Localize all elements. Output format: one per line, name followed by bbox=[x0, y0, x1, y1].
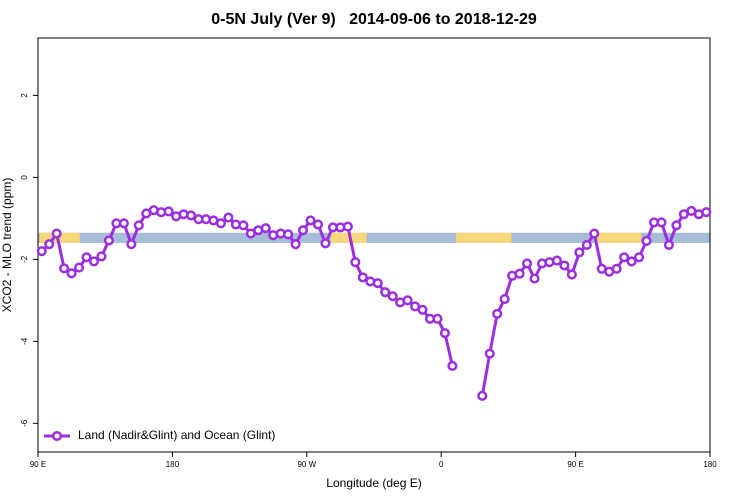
y-tick-label: -2 bbox=[20, 255, 29, 263]
data-point bbox=[118, 218, 129, 229]
data-point bbox=[163, 206, 174, 217]
data-point bbox=[103, 235, 114, 246]
data-point bbox=[305, 215, 316, 226]
data-point bbox=[387, 291, 398, 302]
x-tick-label: 0 bbox=[439, 460, 444, 469]
data-point bbox=[96, 251, 107, 262]
data-point bbox=[477, 390, 488, 401]
data-point bbox=[290, 239, 301, 250]
data-point bbox=[36, 246, 47, 257]
data-point bbox=[574, 247, 585, 258]
data-point bbox=[51, 228, 62, 239]
data-point bbox=[492, 308, 503, 319]
data-point bbox=[701, 207, 712, 218]
band bbox=[38, 232, 710, 243]
data-point bbox=[66, 268, 77, 279]
data-point bbox=[126, 239, 137, 250]
data-point bbox=[447, 360, 458, 371]
data-point bbox=[671, 220, 682, 231]
x-tick-label: 90 E bbox=[30, 460, 46, 469]
data-point bbox=[589, 228, 600, 239]
data-point bbox=[626, 256, 637, 267]
data-point bbox=[74, 262, 85, 273]
data-point bbox=[59, 263, 70, 274]
data-point bbox=[260, 223, 271, 234]
x-tick-label: 90 W bbox=[297, 460, 316, 469]
chart-title: 0-5N July (Ver 9) 2014-09-06 to 2018-12-… bbox=[211, 11, 537, 28]
data-point bbox=[641, 235, 652, 246]
land-band bbox=[330, 232, 367, 243]
y-tick-label: 2 bbox=[20, 93, 29, 98]
data-point bbox=[566, 269, 577, 280]
data-point bbox=[656, 217, 667, 228]
land-band bbox=[596, 232, 642, 243]
data-point bbox=[81, 252, 92, 263]
data-point bbox=[439, 328, 450, 339]
data-point bbox=[186, 210, 197, 221]
data-point bbox=[432, 313, 443, 324]
data-point bbox=[215, 218, 226, 229]
legend-label: Land (Nadir&Glint) and Ocean (Glint) bbox=[78, 428, 275, 442]
data-point bbox=[320, 238, 331, 249]
data-point bbox=[357, 272, 368, 283]
data-point bbox=[380, 287, 391, 298]
data-point bbox=[611, 263, 622, 274]
land-band bbox=[39, 232, 80, 243]
y-tick-label: -6 bbox=[20, 419, 29, 427]
data-point bbox=[283, 229, 294, 240]
land-band bbox=[456, 232, 512, 243]
data-point bbox=[484, 348, 495, 359]
data-point bbox=[402, 295, 413, 306]
data-point bbox=[559, 260, 570, 271]
data-point bbox=[634, 252, 645, 263]
data-point bbox=[223, 212, 234, 223]
data-point bbox=[514, 268, 525, 279]
data-point bbox=[350, 257, 361, 268]
data-point bbox=[44, 239, 55, 250]
data-point bbox=[298, 225, 309, 236]
data-point bbox=[581, 239, 592, 251]
data-point bbox=[619, 252, 630, 263]
data-point bbox=[499, 294, 510, 305]
y-tick-label: 0 bbox=[20, 175, 29, 180]
data-point bbox=[663, 239, 674, 251]
x-tick-label: 180 bbox=[703, 460, 717, 469]
data-point bbox=[551, 255, 562, 266]
data-point bbox=[88, 256, 100, 267]
plot-frame bbox=[37, 37, 711, 453]
data-point bbox=[238, 220, 249, 231]
x-tick-label: 180 bbox=[166, 460, 180, 469]
data-point bbox=[372, 278, 383, 289]
y-tick-label: -4 bbox=[20, 337, 29, 345]
data-point bbox=[417, 304, 428, 315]
data-point bbox=[529, 273, 540, 284]
data-point bbox=[312, 219, 324, 230]
data-point bbox=[133, 220, 144, 231]
legend-marker bbox=[51, 430, 63, 442]
x-axis-label: Longitude (deg E) bbox=[326, 476, 421, 490]
data-point bbox=[342, 221, 353, 232]
data-point bbox=[522, 258, 533, 269]
y-axis-label: XCO2 - MLO trend (ppm) bbox=[0, 178, 14, 313]
x-tick-label: 90 E bbox=[567, 460, 583, 469]
